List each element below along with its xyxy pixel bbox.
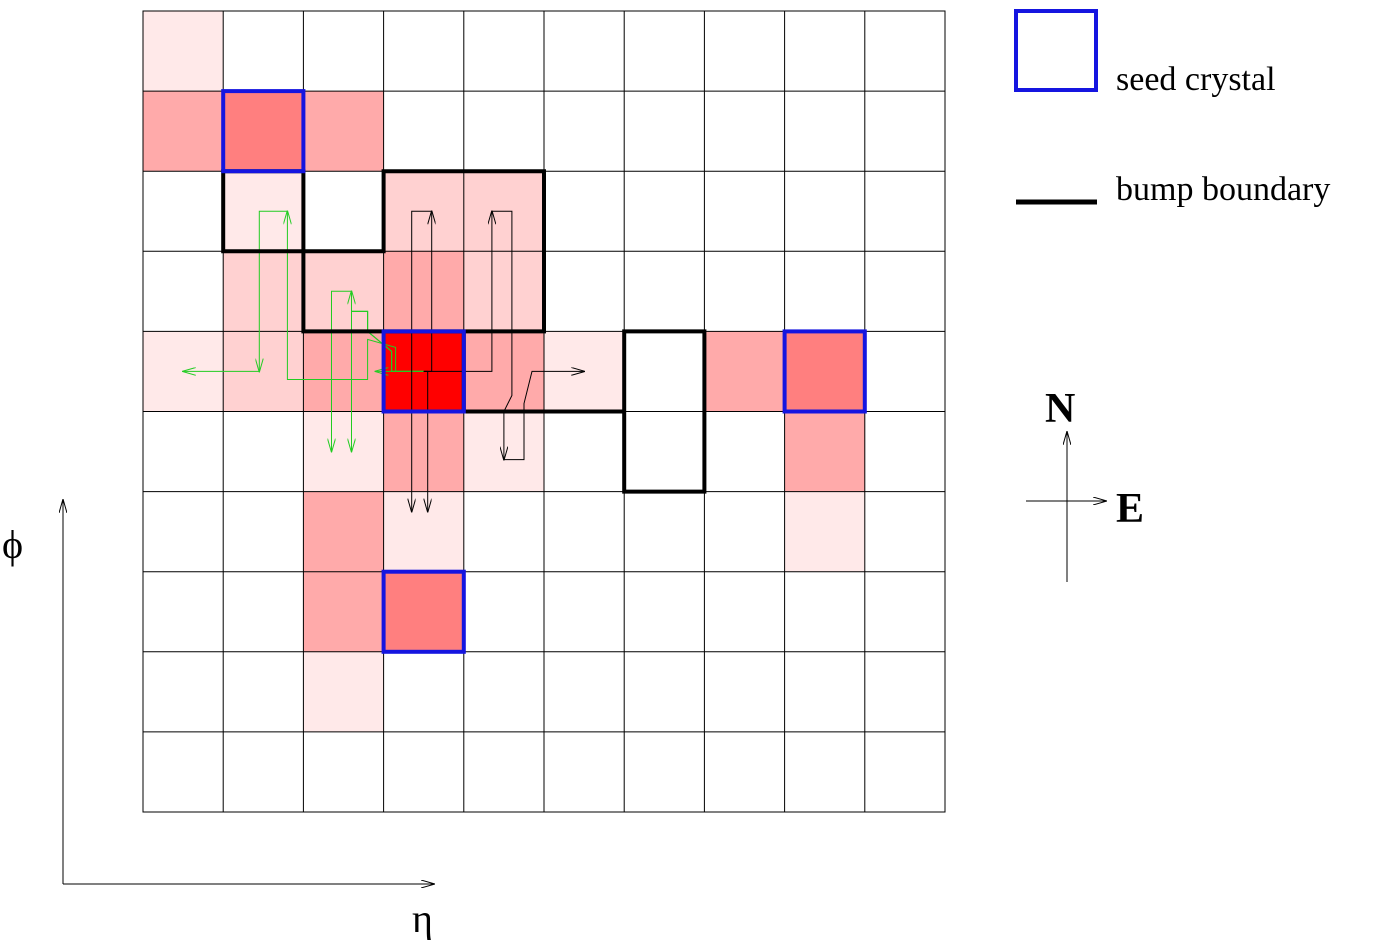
legend: seed crystal bump boundary xyxy=(1014,9,1330,208)
crystal-cell-r6-c2 xyxy=(303,491,384,572)
crystal-cell-r0-c0 xyxy=(143,11,224,92)
crystal-cell-r5-c8 xyxy=(784,411,865,492)
compass: N E xyxy=(1026,386,1144,582)
crystal-cell-r3-c3 xyxy=(383,251,464,332)
green-search-path xyxy=(259,210,288,371)
seed-crystal-legend-label: seed crystal xyxy=(1116,61,1276,98)
seed-crystal-r4-c8 xyxy=(782,329,867,414)
seed-crystal-r1-c1 xyxy=(221,89,306,174)
crystal-cell-r6-c3 xyxy=(383,491,464,572)
crystal-cell-r4-c2 xyxy=(303,331,384,412)
seed-crystals xyxy=(221,89,867,654)
black-search-path xyxy=(423,211,492,372)
crystal-cell-r1-c2 xyxy=(303,91,384,172)
black-search-path xyxy=(491,210,513,459)
crystal-cell-r6-c8 xyxy=(784,491,865,572)
green-search-path xyxy=(332,290,424,451)
seed-crystal-legend-swatch xyxy=(1014,9,1098,92)
seed-crystal-r4-c3 xyxy=(381,329,466,414)
crystal-cell-r7-c2 xyxy=(303,571,384,652)
compass-north-label: N xyxy=(1045,386,1075,432)
bump-boundary-line xyxy=(221,169,707,494)
bump-boundary-outline xyxy=(221,169,707,494)
black-search-path xyxy=(503,371,584,461)
crystal-cell-r5-c3 xyxy=(383,411,464,492)
eta-axis-label: η xyxy=(412,896,433,940)
crystal-cell-r8-c2 xyxy=(303,651,384,732)
crystal-grid xyxy=(142,10,946,813)
crystal-cell-r4-c7 xyxy=(704,331,785,412)
phi-axis-label: ϕ xyxy=(2,522,23,567)
crystal-cell-r1-c0 xyxy=(143,91,224,172)
crystal-cell-r5-c2 xyxy=(303,411,384,492)
green-search-path xyxy=(287,211,424,380)
crystal-cell-r1-c1 xyxy=(223,91,304,172)
crystal-cell-r4-c8 xyxy=(784,331,865,412)
bump-boundary-legend-label: bump boundary xyxy=(1116,171,1330,208)
crystal-cell-r3-c1 xyxy=(223,251,304,332)
eta-phi-axes: ϕ η xyxy=(2,500,434,940)
energy-cells xyxy=(143,11,865,732)
crystal-cell-r3-c4 xyxy=(463,251,544,332)
seed-crystal-r7-c3 xyxy=(381,569,466,654)
crystal-cell-r7-c3 xyxy=(383,571,464,652)
black-search-path xyxy=(423,370,428,511)
compass-east-label: E xyxy=(1116,486,1144,532)
